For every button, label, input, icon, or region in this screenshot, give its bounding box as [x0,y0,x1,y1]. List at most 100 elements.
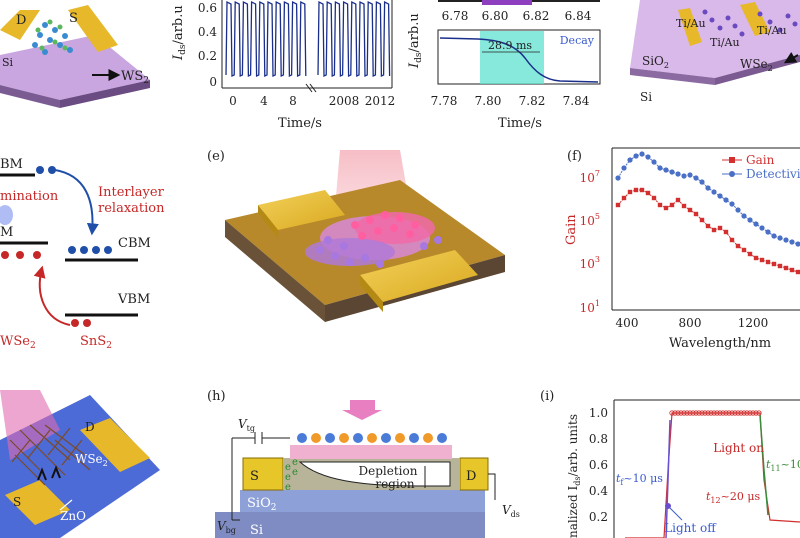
source-electrode [242,457,284,491]
y-label: nalized Ids/arb. units [566,414,582,538]
detectivity-point [753,221,759,227]
label-d: D [16,13,26,28]
panel-d-device: Ti/Au Ti/Au Ti/Au SiO2 WSe2 Si [630,0,800,104]
arrow-wse2 [783,51,799,64]
sio2-layer [240,490,485,512]
y-label: Gain [564,214,579,245]
recomb-glow [0,205,13,225]
substrate-left [225,220,325,322]
electrons-arrows [37,465,61,481]
ids-point [720,410,726,416]
gain-point [675,197,681,203]
ids-point [744,410,750,416]
ws2-lattice [32,22,73,55]
electrode-d [80,418,150,472]
electrons-left [36,166,56,174]
gain-point [615,202,621,208]
light-arrow [342,400,382,420]
photocurrent-trace [225,0,391,78]
detectivity-point [675,171,681,177]
gain-point [657,202,663,208]
ids-point [756,410,762,416]
ids-point [678,410,684,416]
svg-text:2008: 2008 [329,94,360,108]
pointer-light-off [669,507,683,521]
panel-h-label: (h) [207,389,226,404]
ids-point [705,410,711,416]
gain-point [753,255,759,261]
label-wse2: WSe2 [75,452,108,468]
detectivity-point [723,197,729,203]
ids-point [726,410,732,416]
svg-text:400: 400 [616,316,639,330]
svg-text:7.80: 7.80 [475,94,502,108]
detectivity-point [741,213,747,219]
detectivity-point [693,175,699,181]
detectivity-point [789,239,795,245]
detectivity-point [621,165,627,171]
ids-point [669,410,675,416]
arrow-hole-transfer [33,265,71,326]
detectivity-point [771,233,777,239]
gain-point [633,187,639,193]
svg-text:7.78: 7.78 [431,94,458,108]
svg-text:6.84: 6.84 [565,9,592,23]
electrode-d [0,10,40,40]
axis-break [305,83,313,93]
trace-fall [759,414,769,516]
gain-point [651,195,657,201]
substrate-side [630,68,715,85]
ids-point [687,410,693,416]
gain-point [735,243,741,249]
electrode-right [360,250,478,302]
ids-point [696,410,702,416]
ids-point [699,410,705,416]
y-ticks: 0.6 0.4 0.2 0 [198,1,217,89]
svg-text:4: 4 [260,94,268,108]
gain-point [789,267,795,273]
electrode-s [68,5,118,52]
ids-point [675,410,681,416]
label-zno: ZnO [60,509,86,523]
label-drain: D [466,469,476,484]
detectivity-point [783,237,789,243]
ids-point [732,410,738,416]
detectivity-point [759,225,765,231]
svg-text:0.6: 0.6 [198,1,217,15]
gain-point [741,247,747,253]
svg-text:6.82: 6.82 [523,9,550,23]
svg-text:0: 0 [229,94,237,108]
svg-text:1200: 1200 [738,316,769,330]
gain-point [621,195,627,201]
svg-text:2012: 2012 [365,94,396,108]
x-label: Time/s [278,116,322,131]
label-recombination: mination [0,189,59,204]
svg-text:800: 800 [679,316,702,330]
svg-text:6.78: 6.78 [442,9,469,23]
svg-text:101: 101 [580,299,600,315]
panel-f-plot: (f) 107 105 103 101 Gain 400 800 1200 Wa… [564,147,800,351]
svg-text:1.0: 1.0 [589,406,608,420]
gain-point [645,190,651,196]
ids-point [693,410,699,416]
holes-left [1,251,41,259]
decay-label: Decay [560,34,595,47]
detectivity-point [717,193,723,199]
electrode-2 [740,2,770,36]
ids-point [717,410,723,416]
ids-point [690,410,696,416]
label-si: Si [2,56,14,69]
zno-nanowires [9,424,91,486]
legend-gain: Gain [746,153,775,167]
ws2-lattice-s [35,19,68,51]
svg-text:0.4: 0.4 [198,25,217,39]
svg-text:0.4: 0.4 [589,484,608,498]
substrate-top [0,35,150,100]
panel-i-label: (i) [540,389,554,404]
x-ticks: 400 800 1200 [616,316,769,330]
detectivity-point [687,172,693,178]
label-vbm: VBM [117,292,150,307]
svg-text:107: 107 [580,169,600,185]
svg-text:e: e [292,467,298,478]
